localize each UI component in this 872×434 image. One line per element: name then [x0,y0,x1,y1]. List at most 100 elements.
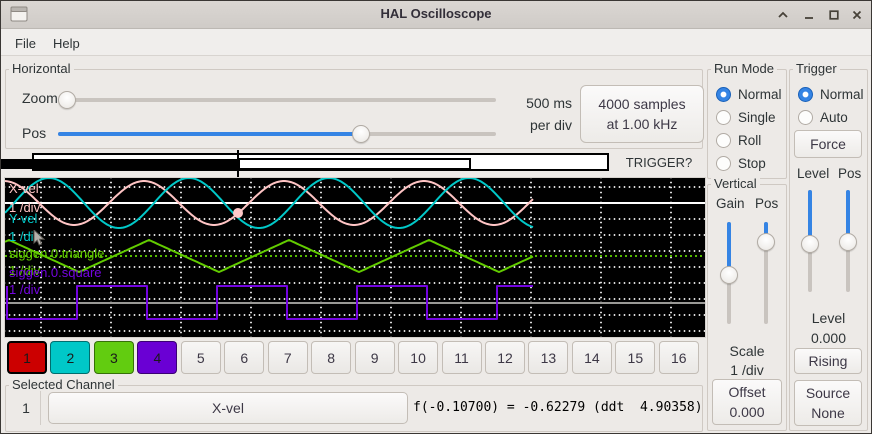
channel-button-13[interactable]: 13 [528,341,569,374]
trigger-mode-normal[interactable]: Normal [798,85,864,103]
zoom-label: Zoom [22,90,58,106]
pos-label: Pos [22,125,47,141]
selected-channel-group: Selected Channel 1 X-vel f(-0.10700) = -… [5,377,703,432]
offset-caption: Offset [728,383,766,400]
run-mode-group: Run Mode Normal Single Roll Stop [707,61,787,179]
radio-label: Single [738,109,776,125]
radio-icon[interactable] [716,109,731,125]
channel-button-7[interactable]: 7 [267,341,308,374]
trigger-edge-button[interactable]: Rising [794,348,862,374]
force-trigger-button[interactable]: Force [794,130,862,158]
run-mode-single[interactable]: Single [716,108,776,126]
rate-value: 500 ms [526,95,572,111]
minimize-button[interactable] [799,6,819,23]
trigger-source-caption: Source [805,384,851,401]
vertical-pos-slider[interactable] [755,222,777,324]
channel-button-1[interactable]: 1 [7,341,47,374]
channel-button-5[interactable]: 5 [180,341,221,374]
trigger-mode-auto[interactable]: Auto [798,108,848,126]
selected-channel-group-label: Selected Channel [9,377,118,392]
maximize-button[interactable] [824,6,844,23]
channel-button-12[interactable]: 12 [484,341,525,374]
trigger-group: Trigger Force Level Pos Level 0.000 Risi… [789,61,868,431]
slider-handle[interactable] [58,91,76,109]
channel-button-8[interactable]: 8 [311,341,352,374]
trigger-group-label: Trigger [793,61,840,76]
channel-button-9[interactable]: 9 [354,341,395,374]
channel-scale-label: 1 /div [9,229,41,244]
trigger-point-marker [233,208,243,218]
radio-label: Roll [738,132,762,148]
slider-handle[interactable] [757,232,775,251]
trigger-level-slider[interactable] [799,190,821,292]
samples-count: 4000 samples [598,95,686,112]
chevron-up-icon [778,11,788,18]
menu-help[interactable]: Help [53,36,80,51]
channel-button-10[interactable]: 10 [398,341,439,374]
trigger-status-label: TRIGGER? [625,155,693,170]
slider-handle[interactable] [352,125,370,143]
post-trigger-box [238,158,471,170]
radio-icon[interactable] [716,86,731,102]
vertical-group: Vertical Gain Pos Scale 1 /div Offset 0.… [707,176,787,431]
run-mode-roll[interactable]: Roll [716,131,761,149]
channel-button-3[interactable]: 3 [93,341,134,374]
scope-display[interactable]: X-vel 1 /div Y-vel 1 /div siggen.0.triangle 1… [4,177,706,338]
trigger-position-tick [237,150,239,177]
radio-label: Stop [738,155,766,171]
horizontal-pos-slider[interactable] [58,123,496,145]
close-icon [852,10,862,19]
slider-track[interactable] [58,98,496,102]
trigger-source-value: None [811,405,845,421]
horizontal-group-label: Horizontal [9,61,74,76]
slider-handle[interactable] [839,232,857,251]
radio-label: Normal [738,86,782,102]
shade-button[interactable] [773,6,793,23]
run-mode-group-label: Run Mode [711,61,777,76]
trigger-pos-slider[interactable] [837,190,859,292]
vertical-group-label: Vertical [711,176,760,191]
channel-button-6[interactable]: 6 [224,341,265,374]
window-title: HAL Oscilloscope [380,6,492,21]
vertical-gain-slider[interactable] [718,222,740,324]
channel-button-14[interactable]: 14 [571,341,612,374]
menu-bar: File Help [1,29,871,56]
pre-trigger-fill [1,159,238,169]
waveform-trace [5,239,534,273]
run-mode-normal[interactable]: Normal [716,85,782,103]
selected-channel-number: 1 [22,400,30,416]
waveform-canvas [5,178,705,320]
slider-fill [764,222,768,242]
horizontal-zoom-slider[interactable] [58,89,496,111]
slider-handle[interactable] [720,265,738,284]
channel-button-16[interactable]: 16 [658,341,699,374]
menu-file[interactable]: File [15,36,36,51]
slider-handle[interactable] [801,234,819,253]
radio-icon[interactable] [798,86,813,102]
channel-button-2[interactable]: 2 [50,341,91,374]
offset-button[interactable]: Offset 0.000 [712,379,782,425]
waveform-trace [6,285,533,320]
channel-button-15[interactable]: 15 [615,341,656,374]
channel-source-button[interactable]: X-vel [48,392,408,424]
channel-button-11[interactable]: 11 [441,341,482,374]
samples-button[interactable]: 4000 samples at 1.00 kHz [580,85,704,143]
channel-name-label: siggen.0.square [9,265,102,280]
radio-icon[interactable] [716,132,731,148]
radio-icon[interactable] [798,109,813,125]
channel-scale-label: 1 /div [9,200,41,215]
radio-icon[interactable] [716,155,731,171]
close-button[interactable] [847,6,867,23]
run-mode-stop[interactable]: Stop [716,154,766,172]
title-bar: HAL Oscilloscope [1,1,871,29]
channel-button-4[interactable]: 4 [137,341,178,374]
slider-fill [846,190,850,242]
slider-fill [58,132,361,136]
trigger-source-button[interactable]: Source None [794,380,862,426]
trigger-level-caption: Level [811,310,846,326]
slider-track[interactable] [764,222,768,324]
mouse-cursor-icon [33,230,46,246]
offset-value: 0.000 [729,404,765,420]
rate-unit: per div [529,117,572,134]
